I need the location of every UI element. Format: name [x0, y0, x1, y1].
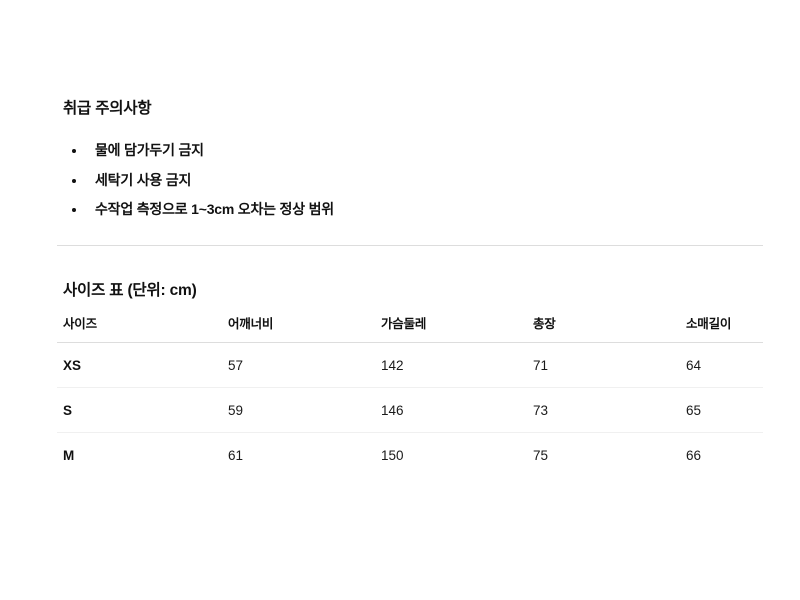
- table-header: 사이즈 어깨너비 가슴둘레 총장 소매길이: [57, 313, 763, 343]
- cell-sleeve: 64: [680, 342, 763, 388]
- table-row: M 61 150 75 66: [57, 433, 763, 478]
- cell-shoulder: 59: [222, 387, 375, 433]
- table-body: XS 57 142 71 64 S 59 146 73 65 M 61 150 …: [57, 342, 763, 478]
- cell-length: 71: [527, 342, 680, 388]
- cell-length: 73: [527, 387, 680, 433]
- column-header-shoulder: 어깨너비: [222, 313, 375, 343]
- column-header-sleeve: 소매길이: [680, 313, 763, 343]
- list-item: 수작업 측정으로 1~3cm 오차는 정상 범위: [63, 195, 763, 225]
- care-item-label: 수작업 측정으로 1~3cm 오차는 정상 범위: [95, 201, 334, 217]
- size-chart-table: 사이즈 어깨너비 가슴둘레 총장 소매길이 XS 57 142 71 64 S …: [57, 313, 763, 477]
- cell-size: XS: [57, 342, 222, 388]
- list-item: 세탁기 사용 금지: [63, 166, 763, 196]
- list-item: 물에 담가두기 금지: [63, 136, 763, 166]
- section-divider: [57, 245, 763, 246]
- cell-shoulder: 57: [222, 342, 375, 388]
- bullet-icon: [72, 178, 76, 183]
- care-instructions-section: 취급 주의사항 물에 담가두기 금지 세탁기 사용 금지 수작업 측정으로 1~…: [63, 98, 763, 225]
- cell-shoulder: 61: [228, 448, 244, 463]
- cell-sleeve: 66: [686, 448, 702, 463]
- cell-chest: 150: [381, 448, 404, 463]
- table-row: XS 57 142 71 64: [57, 342, 763, 388]
- column-header-size: 사이즈: [57, 313, 222, 343]
- bullet-icon: [72, 208, 76, 212]
- care-item-label: 세탁기 사용 금지: [95, 171, 192, 188]
- cell-size: M: [63, 448, 75, 463]
- cell-length: 75: [533, 448, 549, 463]
- care-instructions-heading: 취급 주의사항: [63, 100, 152, 117]
- care-instructions-list: 물에 담가두기 금지 세탁기 사용 금지 수작업 측정으로 1~3cm 오차는 …: [63, 136, 763, 225]
- care-item-label: 물에 담가두기 금지: [95, 142, 204, 158]
- cell-size: S: [57, 387, 222, 433]
- size-chart-heading: 사이즈 표 (단위: cm): [63, 282, 197, 299]
- cell-sleeve: 65: [680, 387, 763, 433]
- table-header-row: 사이즈 어깨너비 가슴둘레 총장 소매길이: [57, 313, 763, 343]
- column-header-chest: 가슴둘레: [375, 313, 527, 343]
- column-header-length: 총장: [527, 313, 680, 343]
- table-row: S 59 146 73 65: [57, 387, 763, 433]
- size-chart-section: 사이즈 표 (단위: cm): [63, 280, 763, 302]
- cell-chest: 142: [375, 342, 527, 388]
- cell-chest: 146: [375, 387, 527, 433]
- bullet-icon: [72, 149, 76, 153]
